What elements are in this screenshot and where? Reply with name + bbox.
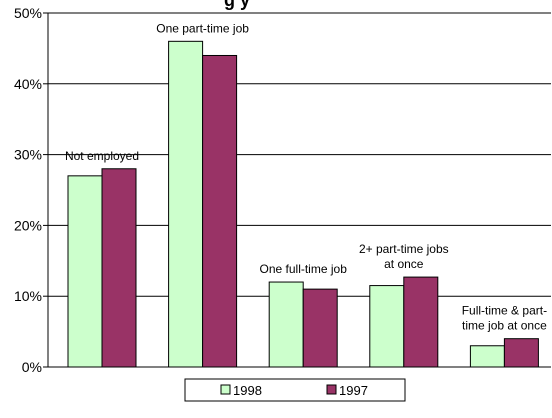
- y-tick-label: 30%: [14, 147, 42, 163]
- category-labels: Not employed One part-time job One full-ti…: [65, 21, 547, 332]
- y-tick-label: 10%: [14, 288, 42, 304]
- bar-1997-2: [302, 288, 338, 368]
- bar-1998-0: [67, 175, 103, 368]
- y-tick-label: 20%: [14, 217, 42, 233]
- bar-1997-4: [503, 338, 539, 368]
- bars: [67, 40, 539, 368]
- bar-1998-2: [268, 281, 304, 368]
- y-tick-label: 0%: [22, 359, 42, 375]
- legend-label-1997: 1997: [339, 383, 368, 398]
- legend-label-1998: 1998: [233, 383, 262, 398]
- bar-1998-1: [168, 40, 204, 368]
- category-label-line: Not employed: [65, 149, 139, 163]
- bar-1998-3: [369, 285, 405, 368]
- category-label: 2+ part-time jobs at once: [359, 242, 449, 271]
- legend-swatch-1998: [220, 384, 231, 395]
- axes: 0% 10% 20% 30% 40% 50%: [14, 5, 551, 375]
- bar-1998-4: [469, 345, 505, 368]
- category-label: Full-time & part-time job at once: [462, 304, 547, 333]
- legend-swatch-1997: [326, 384, 337, 395]
- bar-1997-1: [202, 54, 238, 368]
- legend-box: [184, 378, 406, 402]
- category-label-line: time job at once: [462, 319, 547, 333]
- category-label-line: One part-time job: [156, 21, 249, 35]
- bar-1997-3: [403, 276, 439, 368]
- y-tick-label: 50%: [14, 5, 42, 21]
- y-tick-label: 40%: [14, 76, 42, 92]
- bar-1997-0: [101, 168, 137, 368]
- category-label-line: at once: [384, 257, 424, 271]
- chart-title-fragment: g y: [224, 0, 250, 10]
- legend: 1998 1997: [184, 378, 406, 402]
- category-label-line: Full-time & part-: [462, 304, 547, 318]
- category-label-line: 2+ part-time jobs: [359, 242, 449, 256]
- category-label: Not employed: [65, 149, 139, 163]
- category-label-line: One full-time job: [260, 262, 348, 276]
- category-label: One part-time job: [156, 21, 249, 35]
- category-label: One full-time job: [260, 262, 348, 276]
- chart-title-area: g y: [224, 0, 250, 10]
